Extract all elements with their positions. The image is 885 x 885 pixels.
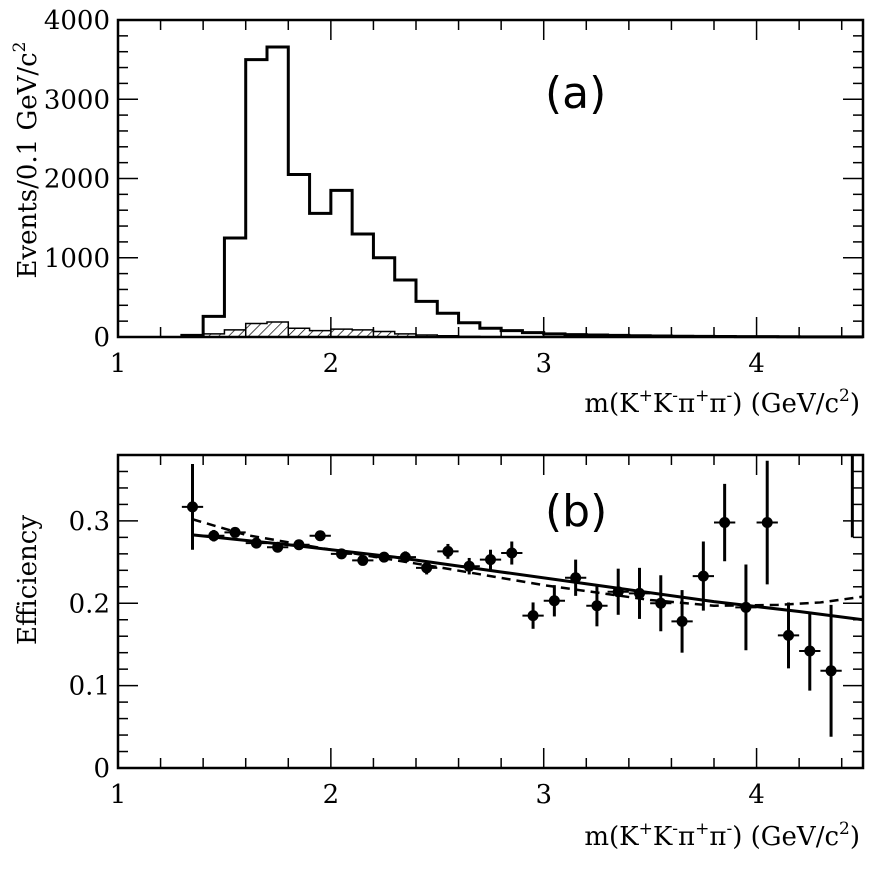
efficiency-point	[399, 551, 411, 563]
panel-a-y-tick-label: 1000	[44, 244, 110, 274]
efficiency-point	[506, 547, 518, 559]
panel-a-marks	[180, 45, 863, 339]
histogram-bin	[437, 313, 458, 337]
efficiency-point	[612, 586, 624, 598]
panel-a-y-tick-label: 0	[93, 323, 110, 353]
efficiency-point	[250, 537, 262, 549]
data-histogram-outline	[180, 45, 863, 339]
efficiency-point	[229, 526, 241, 538]
panel-b-ticks: 1 2 3 4 0 0.1 0.2 0.3	[69, 454, 863, 810]
histogram-bin	[310, 213, 331, 337]
efficiency-point	[187, 501, 198, 513]
efficiency-point	[761, 517, 773, 529]
efficiency-point	[570, 572, 582, 584]
panel-a-y-tick-label: 3000	[44, 85, 110, 115]
efficiency-point	[676, 615, 688, 627]
histogram-bin	[267, 47, 288, 337]
efficiency-point	[740, 601, 752, 613]
panel-b-x-tick-label: 2	[323, 780, 340, 810]
panel-b-y-axis-title: Efficiency	[13, 515, 43, 645]
efficiency-point	[378, 551, 390, 563]
panel-b-x-tick-label: 1	[110, 780, 127, 810]
panel-a-x-tick-label: 4	[748, 349, 765, 379]
efficiency-point	[783, 629, 794, 641]
efficiency-point	[463, 560, 475, 572]
panel-b-y-tick-label: 0.3	[69, 507, 110, 537]
panel-b-y-tick-label: 0	[93, 754, 110, 784]
efficiency-point	[272, 541, 284, 553]
panel-b-x-axis-title: m(K+K-π+π-) (GeV/c2)	[584, 819, 860, 852]
histogram-bin	[395, 280, 416, 337]
efficiency-point	[208, 530, 220, 542]
panel-a: 1 2 3 4 0 1000 2000 3000 4000 (a) m(K+K-π+π-) (G…	[10, 6, 865, 419]
background-hatched-histogram	[181, 321, 502, 338]
efficiency-point	[314, 530, 326, 542]
histogram-bin	[416, 301, 437, 337]
panel-a-tag: (a)	[545, 68, 606, 119]
histogram-bin	[288, 175, 309, 337]
histogram-bin	[331, 190, 352, 337]
efficiency-point	[442, 545, 454, 557]
efficiency-point	[825, 665, 837, 677]
histogram-bin	[373, 258, 394, 337]
dashed-fit-curve	[192, 518, 864, 607]
panel-a-x-axis-title: m(K+K-π+π-) (GeV/c2)	[584, 386, 860, 419]
efficiency-point	[293, 539, 305, 551]
efficiency-point	[336, 548, 347, 560]
efficiency-point	[719, 517, 731, 529]
efficiency-point	[655, 597, 667, 609]
efficiency-point	[804, 645, 816, 657]
efficiency-point	[357, 554, 369, 566]
panel-b-tag: (b)	[545, 486, 607, 537]
panel-a-y-tick-label: 4000	[44, 6, 110, 36]
histogram-bin	[224, 238, 245, 337]
histogram-bin	[459, 323, 480, 337]
panel-a-x-tick-label: 1	[110, 349, 127, 379]
efficiency-point	[591, 600, 603, 612]
efficiency-point	[485, 554, 496, 566]
panel-b-y-tick-label: 0.2	[69, 589, 110, 619]
efficiency-point	[634, 587, 645, 599]
panel-b-frame	[116, 453, 865, 770]
panel-a-x-tick-label: 2	[323, 349, 340, 379]
panel-b-x-tick-label: 3	[535, 780, 552, 810]
panel-b-x-tick-label: 4	[748, 780, 765, 810]
panel-a-y-axis-title: Events/0.1 GeV/c2	[10, 41, 43, 278]
efficiency-point	[527, 610, 539, 622]
panel-a-frame	[116, 18, 865, 339]
panel-a-y-tick-label: 2000	[44, 165, 110, 195]
panel-a-ticks: 1 2 3 4 0 1000 2000 3000 4000	[44, 6, 863, 379]
efficiency-point	[421, 562, 433, 574]
efficiency-point	[697, 570, 709, 582]
efficiency-point	[548, 595, 560, 607]
panel-b-marks	[181, 455, 864, 737]
panel-a-x-tick-label: 3	[535, 349, 552, 379]
histogram-bin	[352, 234, 373, 337]
panel-b: 1 2 3 400.10.20.3 (b) m(K+K-π+π-) (GeV/c2) …	[13, 453, 865, 852]
panel-b-y-tick-label: 0.1	[69, 672, 110, 702]
solid-fit-curve	[192, 533, 864, 622]
histogram-bin	[246, 60, 267, 337]
